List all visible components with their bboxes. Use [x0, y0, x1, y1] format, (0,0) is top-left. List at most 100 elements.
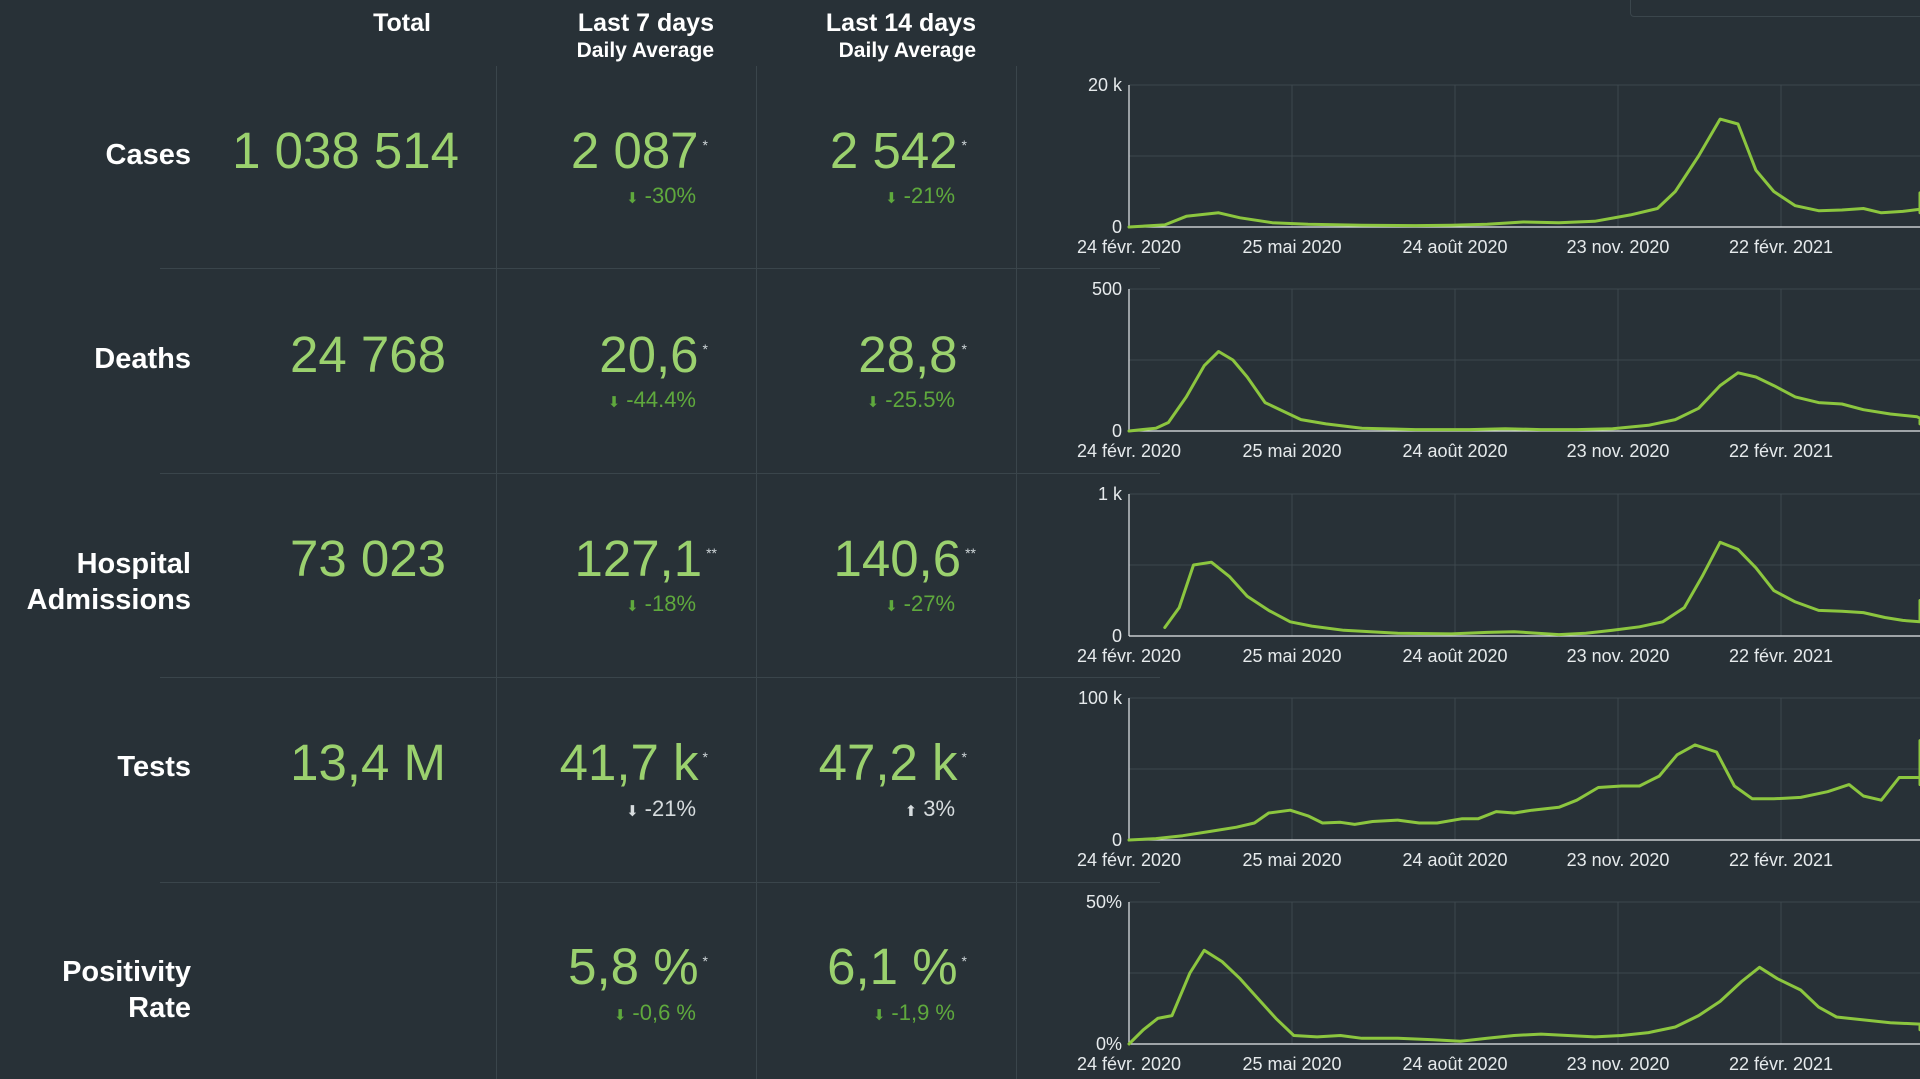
x-tick-label: 22 févr. 2021 [1729, 850, 1833, 870]
row-label-deaths: Deaths [94, 343, 191, 375]
total-tests: 13,4 M [290, 734, 446, 792]
avg14-value: 28,8 [858, 326, 958, 383]
header-last14-sub: Daily Average [838, 39, 976, 62]
x-tick-label: 22 févr. 2021 [1729, 646, 1833, 666]
y-tick-label: 0 [1112, 217, 1122, 237]
x-tick-label: 25 mai 2020 [1242, 646, 1341, 666]
header-last14: Last 14 days Daily Average [826, 8, 976, 64]
y-tick-label: 0 [1112, 830, 1122, 850]
x-tick-label: 22 févr. 2021 [1729, 1054, 1833, 1074]
x-tick-label: 24 août 2020 [1402, 237, 1507, 257]
header-last7: Last 7 days Daily Average [577, 8, 714, 64]
x-tick-label: 25 mai 2020 [1242, 441, 1341, 461]
footnote-mark: * [702, 749, 708, 765]
x-tick-label: 23 nov. 2020 [1567, 850, 1670, 870]
avg7-deaths: 20,6 * [599, 326, 708, 384]
footnote-mark: * [961, 137, 967, 153]
avg14-deaths: 28,8 * [858, 326, 967, 384]
header-total-label: Total [373, 9, 431, 37]
up-arrow-icon: ⬆ [904, 803, 918, 820]
x-tick-label: 23 nov. 2020 [1567, 237, 1670, 257]
down-arrow-icon: ⬇ [885, 598, 898, 615]
total-deaths: 24 768 [290, 326, 446, 384]
total-value: 73 023 [290, 530, 446, 587]
footnote-mark: * [961, 749, 967, 765]
header-last14-label: Last 14 days [825, 9, 976, 37]
avg7-hospital-admissions: 127,1 ** [574, 530, 717, 588]
series-line [1163, 540, 1920, 637]
series-line [1127, 948, 1920, 1046]
row-divider [160, 268, 1160, 269]
down-arrow-icon: ⬇ [885, 190, 898, 207]
chg14-value: -1,9 % [891, 1000, 955, 1025]
row-label-tests: Tests [117, 751, 191, 783]
avg7-value: 127,1 [574, 530, 703, 587]
avg14-cases: 2 542 * [830, 122, 967, 180]
row-divider [160, 473, 1160, 474]
y-tick-label: 20 k [1088, 75, 1123, 95]
header-last7-label: Last 7 days [577, 9, 714, 37]
total-value: 1 038 514 [232, 122, 459, 179]
x-tick-label: 24 févr. 2020 [1077, 1054, 1181, 1074]
avg14-value: 47,2 k [818, 734, 958, 791]
row-label-line2: Admissions [26, 584, 191, 616]
avg7-cases: 2 087 * [571, 122, 708, 180]
footnote-mark: * [961, 953, 967, 969]
avg14-positivity-rate: 6,1 % * [827, 938, 967, 996]
x-tick-label: 23 nov. 2020 [1567, 441, 1670, 461]
footnote-mark: * [702, 953, 708, 969]
avg14-value: 6,1 % [827, 938, 958, 995]
series-line [1127, 117, 1920, 229]
down-arrow-icon: ⬇ [626, 598, 639, 615]
chart-deaths: 500 024 févr. 2020 25 mai 2020 24 août 2020… [1077, 279, 1920, 461]
avg14-hospital-admissions: 140,6 ** [833, 530, 976, 588]
avg14-value: 2 542 [829, 122, 958, 179]
chg14-deaths: ⬇ -25.5% [867, 387, 955, 416]
avg7-tests: 41,7 k * [560, 734, 708, 792]
column-divider [756, 66, 757, 1079]
x-tick-label: 23 nov. 2020 [1567, 646, 1670, 666]
y-tick-label: 1 k [1098, 484, 1123, 504]
avg14-tests: 47,2 k * [819, 734, 967, 792]
chg7-value: -18% [644, 591, 696, 616]
chart-tests: 100 k 024 févr. 2020 25 mai 2020 24 août 20… [1077, 688, 1920, 870]
down-arrow-icon: ⬇ [613, 1007, 627, 1024]
chg7-hospital-admissions: ⬇ -18% [626, 591, 696, 620]
chg7-tests: ⬇ -21% [626, 796, 696, 825]
total-value: 13,4 M [290, 734, 446, 791]
chg14-value: -25.5% [885, 387, 955, 412]
chg7-value: -21% [644, 796, 696, 821]
chg7-deaths: ⬇ -44.4% [608, 387, 696, 416]
total-cases: 1 038 514 [232, 122, 459, 180]
x-tick-label: 25 mai 2020 [1242, 850, 1341, 870]
footnote-mark: ** [965, 545, 976, 561]
row-label-positivity-rate: Positivity Rate [62, 956, 191, 1024]
series-line [1127, 739, 1920, 842]
avg7-value: 20,6 [599, 326, 699, 383]
column-divider [496, 66, 497, 1079]
footnote-mark: * [702, 341, 708, 357]
row-label-cases: Cases [105, 139, 191, 171]
down-arrow-icon: ⬇ [872, 1007, 886, 1024]
header-total: Total [373, 8, 431, 38]
y-tick-label: 0 [1112, 626, 1122, 646]
y-tick-label: 100 k [1078, 688, 1123, 708]
y-tick-label: 0 [1112, 421, 1122, 441]
total-value: 24 768 [290, 326, 446, 383]
x-tick-label: 24 févr. 2020 [1077, 237, 1181, 257]
avg7-positivity-rate: 5,8 % * [568, 938, 708, 996]
down-arrow-icon: ⬇ [607, 394, 621, 411]
down-arrow-icon: ⬇ [866, 394, 880, 411]
header-last7-sub: Daily Average [576, 39, 714, 62]
chg7-value: -44.4% [626, 387, 696, 412]
chg14-hospital-admissions: ⬇ -27% [885, 591, 955, 620]
y-tick-label: 500 [1092, 279, 1122, 299]
chart-cases: 20 k 024 févr. 2020 25 mai 2020 24 août 202… [1077, 75, 1920, 257]
y-tick-label: 50% [1086, 892, 1122, 912]
down-arrow-icon: ⬇ [626, 803, 639, 820]
x-tick-label: 24 août 2020 [1402, 1054, 1507, 1074]
x-tick-label: 25 mai 2020 [1242, 237, 1341, 257]
footnote-mark: ** [706, 545, 717, 561]
footnote-mark: * [961, 341, 967, 357]
y-tick-label: 0% [1096, 1034, 1122, 1054]
